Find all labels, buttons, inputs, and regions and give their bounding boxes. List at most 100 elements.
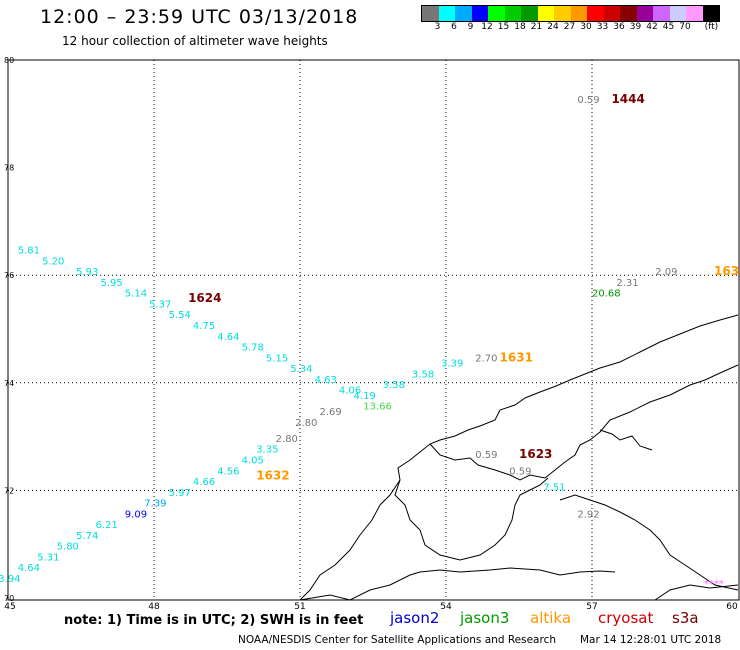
colorbar-label: 39	[629, 22, 642, 32]
wave-height-value: 5.15	[266, 353, 288, 364]
wave-height-value: 7.39	[144, 499, 166, 510]
colorbar-swatch	[422, 6, 439, 21]
colorbar-swatch	[521, 6, 538, 21]
colorbar-label: 30	[580, 22, 592, 32]
wave-height-value: 5.93	[76, 267, 98, 278]
colorbar-label: 45	[662, 22, 675, 32]
lat-label: 76	[4, 271, 14, 280]
map-grid	[8, 60, 738, 598]
wave-height-value: ****	[704, 579, 724, 590]
colorbar-swatch	[537, 6, 554, 21]
wave-height-value: 2.80	[276, 434, 298, 445]
wave-height-value: 4.63	[315, 375, 337, 386]
satellite-legend-cryosat: cryosat	[598, 609, 654, 627]
colorbar-swatch	[554, 6, 571, 21]
colorbar-label: 24	[547, 22, 559, 32]
wave-height-value: 20.68	[592, 289, 621, 300]
observations-layer: 5.815.205.935.955.145.375.544.754.645.78…	[0, 95, 724, 596]
wave-height-value: 3.94	[0, 574, 21, 585]
colorbar-swatch	[504, 6, 521, 21]
wave-height-value: 6.21	[96, 520, 118, 531]
coastline	[299, 314, 739, 601]
satellite-legend-jason2: jason2	[390, 609, 440, 627]
wave-height-value: 5.14	[125, 289, 147, 300]
lon-label: 48	[148, 602, 160, 612]
wave-height-value: 4.64	[18, 563, 40, 574]
lon-label: 45	[4, 602, 15, 612]
colorbar-swatch	[603, 6, 620, 21]
lat-label: 72	[4, 486, 14, 495]
wave-height-value: 13.66	[363, 402, 392, 413]
wave-height-value: 4.06	[339, 386, 361, 397]
colorbar-swatch	[653, 6, 670, 21]
footer-note: note: 1) Time is in UTC; 2) SWH is in fe…	[64, 613, 364, 628]
wave-height-value: 2.92	[577, 509, 599, 520]
colorbar-label: 6	[451, 22, 457, 32]
wave-height-value: 2.70	[475, 353, 497, 364]
wave-height-value: 3.58	[383, 380, 405, 391]
colorbar-label: 12	[481, 22, 493, 32]
colorbar-label: 3	[434, 22, 441, 32]
colorbar-swatch	[669, 6, 686, 21]
wave-height-value: 5.20	[42, 256, 64, 267]
wave-height-value: 5.34	[290, 364, 312, 375]
colorbar-swatch	[587, 6, 604, 21]
wave-height-value: 2.31	[616, 278, 638, 289]
colorbar-swatch	[438, 6, 455, 21]
pass-time-label: 1631	[500, 350, 533, 364]
wave-height-value: 4.05	[242, 456, 264, 467]
wave-height-value: 2.09	[655, 267, 677, 278]
colorbar-label: 21	[530, 22, 543, 32]
lon-label: 60	[726, 602, 738, 612]
colorbar-label: 9	[467, 22, 474, 32]
wave-height-value: 3.39	[441, 359, 463, 370]
satellite-legend-s3a: s3a	[672, 609, 699, 627]
wave-height-value: 2.80	[295, 418, 317, 429]
pass-time-label: 1624	[188, 291, 221, 305]
colorbar-label: 33	[596, 22, 609, 32]
wave-height-value: 0.59	[577, 95, 599, 106]
wave-height-value: 5.95	[100, 278, 122, 289]
lon-label: 54	[440, 602, 452, 612]
wave-height-value: 5.80	[57, 542, 79, 553]
wave-height-value: 3.58	[412, 369, 434, 380]
lat-label: 74	[4, 379, 14, 388]
wave-height-value: 4.56	[217, 466, 239, 477]
pass-time-label: 163	[714, 264, 739, 278]
colorbar-labels: 3 6 9 12 15 18 21 24 27 30 33 36 39 42 45 70 (ft)	[421, 22, 740, 34]
colorbar-label: 42	[646, 22, 658, 32]
generated-timestamp: Mar 14 12:28:01 UTC 2018	[580, 634, 722, 646]
colorbar-swatch	[702, 6, 719, 21]
map-frame	[7, 59, 740, 601]
colorbar-label: 18	[514, 22, 526, 32]
colorbar-swatch	[686, 6, 703, 21]
lat-label: 78	[4, 164, 14, 173]
wave-height-value: 5.31	[37, 552, 59, 563]
wave-height-value: 5.74	[76, 531, 98, 542]
pass-time-label: 1632	[256, 469, 289, 483]
wave-height-value: 4.66	[193, 477, 215, 488]
lon-label: 51	[294, 602, 305, 612]
pass-time-label: 1623	[519, 447, 552, 461]
wave-height-value: 4.19	[354, 391, 376, 402]
satellite-legend-jason3: jason3	[460, 609, 510, 627]
wave-height-value: 5.54	[169, 310, 191, 321]
colorbar-swatch	[636, 6, 653, 21]
colorbar-unit: (ft)	[704, 22, 719, 32]
lon-label: 57	[586, 602, 597, 612]
satellite-legend-altika: altika	[530, 609, 572, 627]
pass-times-layer: 1624 1632 1631 1623 1444 163	[188, 92, 739, 483]
wave-height-value: 2.69	[319, 407, 341, 418]
colorbar-label: 36	[613, 22, 625, 32]
wave-height-value: 5.81	[18, 246, 40, 257]
wave-height-value: 0.59	[509, 466, 531, 477]
map-title: 12:00 – 23:59 UTC 03/13/2018	[40, 6, 359, 28]
map-subtitle: 12 hour collection of altimeter wave hei…	[62, 34, 328, 48]
wave-height-value: 4.31	[0, 585, 1, 596]
colorbar-swatch	[488, 6, 505, 21]
wave-height-value: 5.97	[169, 488, 191, 499]
colorbar-swatch	[570, 6, 587, 21]
wave-height-value: 0.59	[475, 450, 497, 461]
pass-time-label: 1444	[611, 92, 644, 106]
